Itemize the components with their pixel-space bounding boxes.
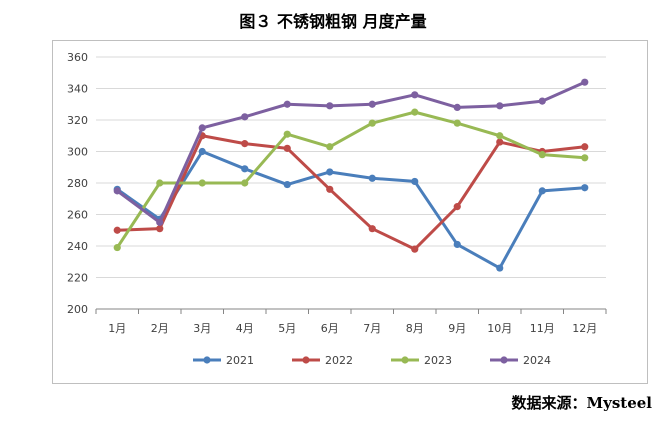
x-tick-label: 8月 [406, 322, 424, 335]
legend-label-2024: 2024 [523, 354, 551, 367]
x-tick-label: 5月 [278, 322, 296, 335]
data-point-2024 [198, 124, 206, 132]
chart-frame [52, 40, 648, 384]
x-tick-label: 9月 [448, 322, 466, 335]
data-point-2023 [411, 108, 419, 116]
data-point-2022 [411, 245, 419, 253]
data-source: 数据来源：Mysteel [511, 394, 652, 412]
data-point-2024 [411, 91, 419, 99]
y-tick-label: 240 [67, 240, 88, 253]
data-point-2022 [326, 185, 334, 193]
data-point-2023 [581, 154, 589, 162]
data-point-2021 [198, 147, 206, 156]
data-point-2022 [453, 203, 461, 211]
series-line-2021 [115, 150, 587, 270]
data-point-2021 [368, 174, 376, 182]
x-tick-label: 4月 [236, 322, 254, 335]
y-tick-label: 320 [67, 114, 88, 127]
data-point-2023 [453, 119, 461, 127]
data-point-2024 [496, 102, 504, 110]
data-point-2021 [581, 184, 589, 192]
x-tick-label: 10月 [487, 322, 512, 335]
series-lines [113, 78, 589, 272]
data-point-2023 [368, 119, 376, 127]
data-point-2024 [113, 187, 121, 195]
data-point-2024 [368, 100, 376, 108]
data-point-2024 [241, 113, 249, 121]
data-point-2022 [496, 138, 504, 146]
legend-marker-2022 [302, 356, 310, 364]
y-tick-label: 220 [67, 272, 88, 285]
x-tick-label: 3月 [193, 322, 211, 335]
data-point-2022 [241, 140, 249, 148]
y-tick-label: 200 [67, 303, 88, 316]
x-tick-label: 1月 [108, 322, 126, 335]
y-tick-label: 360 [67, 51, 88, 64]
data-point-2024 [326, 102, 334, 110]
y-tick-label: 300 [67, 146, 88, 159]
data-point-2021 [453, 240, 461, 249]
x-tick-label: 2月 [151, 322, 169, 335]
chart-title: 图３ 不锈钢粗钢 月度产量 [239, 12, 427, 31]
data-point-2022 [113, 226, 121, 234]
legend-label-2023: 2023 [424, 354, 452, 367]
x-tick-label: 11月 [530, 322, 555, 335]
x-tick-label: 7月 [363, 322, 381, 335]
data-point-2022 [581, 143, 589, 151]
data-point-2024 [581, 78, 589, 86]
legend-marker-2023 [401, 356, 409, 364]
data-point-2022 [156, 225, 164, 233]
x-tick-label: 6月 [321, 322, 339, 335]
y-tick-label: 340 [67, 83, 88, 96]
legend-label-2022: 2022 [325, 354, 353, 367]
data-point-2024 [156, 218, 164, 226]
legend-marker-2021 [203, 356, 211, 364]
y-tick-label: 260 [67, 209, 88, 222]
data-point-2024 [538, 97, 546, 105]
data-point-2021 [283, 180, 291, 189]
data-point-2023 [241, 179, 249, 187]
data-point-2022 [368, 225, 376, 233]
series-line-2024 [115, 80, 587, 224]
data-point-2023 [113, 243, 121, 252]
x-tick-label: 12月 [572, 322, 597, 335]
data-point-2021 [411, 177, 419, 186]
data-point-2023 [496, 132, 504, 140]
y-tick-label: 280 [67, 177, 88, 190]
legend-label-2021: 2021 [226, 354, 254, 367]
data-point-2023 [326, 143, 334, 151]
data-point-2021 [326, 168, 334, 176]
data-point-2021 [496, 264, 504, 272]
data-point-2024 [283, 100, 291, 108]
data-point-2023 [198, 179, 206, 187]
data-point-2022 [283, 144, 291, 152]
data-point-2021 [241, 165, 249, 173]
data-point-2024 [453, 103, 461, 111]
legend: 2021 2022 2023 2024 [193, 354, 551, 367]
series-line-2022 [115, 134, 587, 251]
data-point-2023 [283, 130, 291, 138]
data-point-2023 [538, 151, 546, 159]
data-point-2023 [156, 179, 164, 187]
legend-marker-2024 [500, 356, 508, 364]
data-point-2021 [538, 187, 546, 195]
axis-labels: 200 220 240 260 280 300 320 340 360 1月 2月 3月 4月 5月 6月 7… [67, 51, 607, 335]
series-line-2023 [115, 110, 587, 250]
